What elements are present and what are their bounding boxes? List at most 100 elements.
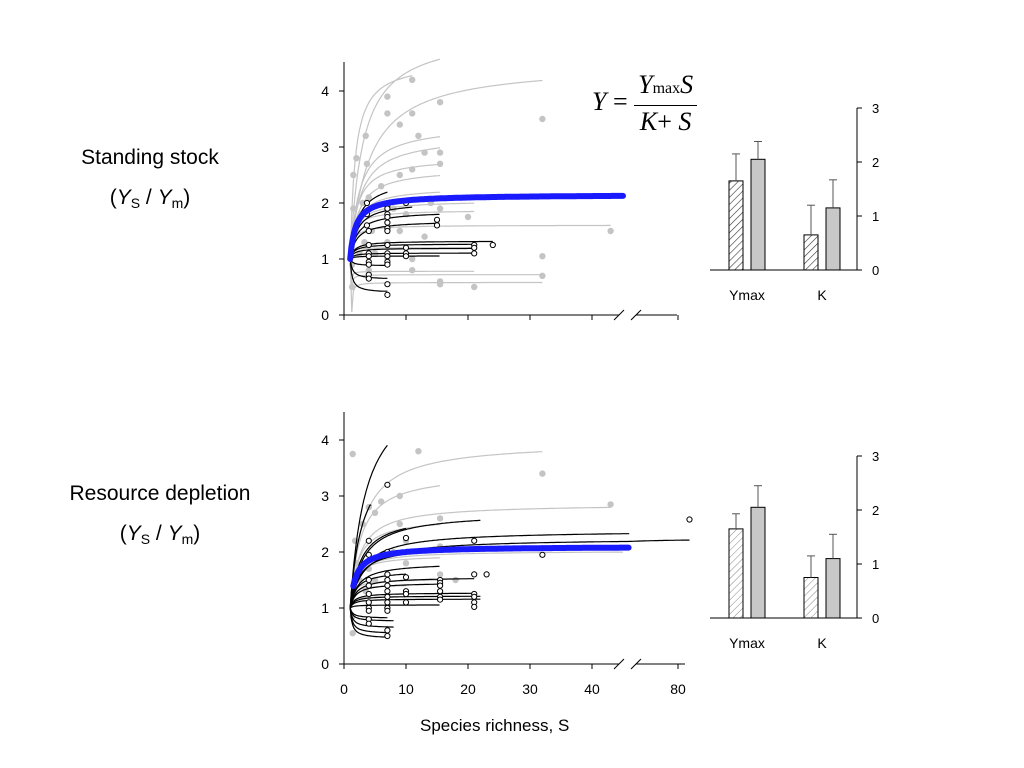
bar-y-tick-label: 1 (872, 209, 879, 224)
open-data-point (384, 241, 391, 249)
gray-fit-curve (349, 224, 611, 260)
open-data-point (483, 571, 490, 578)
gray-data-point (421, 233, 428, 240)
open-data-point (384, 593, 391, 600)
gray-fit-curve (349, 551, 623, 609)
bar-y-tick-label: 2 (872, 155, 879, 170)
open-data-point (365, 590, 372, 598)
open-data-point (384, 281, 391, 288)
black-fit-curve (349, 258, 388, 292)
y-tick-label: 1 (321, 251, 329, 267)
open-data-point (384, 219, 391, 226)
black-fit-curve (349, 504, 372, 609)
gray-fit-curve (349, 485, 441, 609)
gray-data-point (607, 501, 614, 508)
open-data-point (402, 574, 410, 581)
bar-y-tick-label: 1 (872, 557, 879, 572)
gray-data-point (539, 115, 546, 123)
gray-data-point (396, 227, 403, 235)
black-fit-curve (349, 607, 394, 628)
gray-data-point (436, 99, 444, 106)
bar (728, 180, 744, 271)
gray-data-point (436, 205, 444, 212)
gray-data-point (539, 272, 546, 279)
gray-data-point (365, 267, 372, 274)
black-fit-curve (349, 583, 440, 609)
gray-fit-curve (349, 506, 611, 609)
open-data-point (433, 222, 441, 229)
open-data-point (365, 607, 372, 614)
bottom-row-ratio: (YS / Ym) (119, 522, 201, 547)
black-fit-curve (349, 255, 440, 260)
gray-data-point (371, 509, 379, 516)
gray-fit-curve (349, 202, 475, 260)
open-data-point (384, 227, 391, 235)
open-data-point (365, 582, 372, 589)
black-fit-curve (349, 222, 440, 260)
gray-fit-curve (349, 451, 543, 609)
open-data-point (365, 261, 372, 268)
gray-data-point (415, 132, 422, 139)
scatter-panel-standing-stock: 0 1 2 3 4 (321, 58, 679, 323)
gray-data-point (396, 520, 403, 528)
gray-data-point (365, 194, 372, 201)
y-tick-label: 2 (321, 544, 329, 560)
open-data-point (384, 599, 391, 606)
y-tick-label: 3 (321, 139, 329, 155)
gray-data-point (359, 199, 366, 207)
open-data-point (363, 199, 371, 207)
gray-data-point (409, 267, 416, 274)
gray-data-point (363, 160, 371, 167)
bar-y-tick-label: 0 (872, 611, 879, 626)
axis-break-mark (613, 658, 625, 670)
open-data-point (471, 571, 478, 578)
open-data-point (365, 537, 372, 544)
gray-fit-curve (349, 210, 475, 260)
bar-category-label: K (817, 287, 827, 303)
black-fit-curve (349, 565, 440, 609)
open-data-point (384, 632, 391, 640)
black-fit-curve (349, 539, 690, 609)
axis-break-mark (630, 658, 642, 670)
top-row-label: Standing stock (YS / Ym) (40, 138, 260, 223)
gray-data-point (436, 149, 444, 156)
open-data-point (471, 603, 478, 610)
gray-data-point (415, 448, 422, 455)
x-tick-label: 20 (460, 681, 476, 697)
bar-category-label: Ymax (729, 287, 765, 303)
black-fit-curve (349, 444, 388, 609)
open-data-point (402, 253, 410, 260)
open-data-point (437, 596, 444, 603)
gray-data-point (607, 227, 614, 235)
black-fit-curve (349, 533, 630, 609)
gray-data-point (384, 110, 391, 117)
open-data-point (384, 291, 391, 298)
open-data-point (365, 576, 372, 584)
open-data-point (384, 607, 391, 614)
black-fit-curve (349, 519, 481, 609)
y-tick-label: 4 (321, 83, 329, 99)
gray-data-point (539, 470, 546, 477)
x-tick-label: 10 (398, 681, 414, 697)
open-data-point (365, 275, 372, 282)
open-data-point (433, 216, 441, 223)
open-data-point (384, 571, 391, 578)
black-fit-curve (349, 607, 394, 622)
gray-data-point (409, 76, 416, 84)
open-data-point (402, 244, 410, 251)
x-tick-label: 30 (522, 681, 538, 697)
gray-fit-curve (349, 247, 475, 260)
gray-data-point (436, 281, 444, 288)
open-data-point (402, 599, 410, 606)
gray-data-point (384, 93, 391, 100)
gray-data-point (409, 255, 416, 263)
bar-category-label: K (817, 635, 827, 651)
open-data-point (384, 576, 391, 584)
x-axis-label: Species richness, S (420, 716, 570, 735)
open-data-point (384, 261, 391, 268)
open-data-point (471, 250, 478, 257)
bar (803, 577, 819, 619)
open-data-point (365, 241, 372, 249)
black-fit-curve (349, 206, 413, 260)
bar (728, 528, 744, 619)
